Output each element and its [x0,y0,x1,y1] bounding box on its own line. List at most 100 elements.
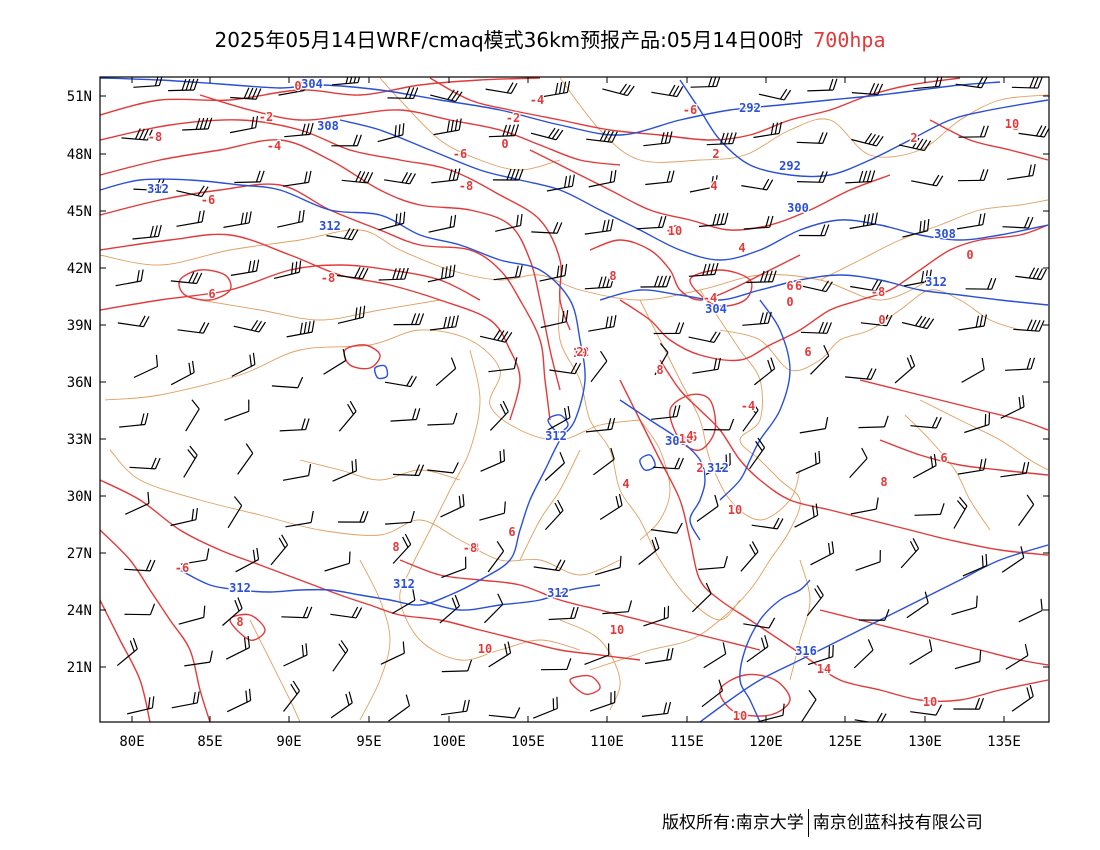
height-label: 292 [779,159,801,173]
lat-label: 30N [67,489,92,505]
temperature-isotherm [619,224,1049,362]
wind-barb [229,116,259,134]
wind-barb [957,213,986,230]
temperature-label: 14 [817,662,831,676]
wind-barb [643,605,670,627]
wind-barb [954,649,982,670]
wind-barb [230,87,262,100]
wind-barb [1005,357,1036,371]
wind-barb [1007,163,1036,180]
wind-barb [487,541,505,573]
wind-barb [740,541,759,572]
wind-barb [480,449,506,472]
wind-barb [1018,494,1035,526]
wind-barb [851,83,884,96]
wind-barb [117,315,150,328]
temperature-label: -8 [321,271,335,285]
wind-barb [741,178,774,191]
height-label: 312 [925,275,947,289]
temperature-label: 0 [878,313,885,327]
wind-barb [546,174,575,192]
wind-barb [801,689,817,722]
wind-barb [392,588,416,614]
wind-barb [180,548,210,565]
lat-label: 33N [67,432,92,448]
wind-barb [330,691,353,719]
wind-barb [184,650,213,667]
wind-barb [955,77,988,89]
wind-barb [133,77,164,88]
temperature-label: -8 [871,285,885,299]
wind-barb [226,688,252,713]
wind-barb [810,344,830,375]
wind-barb [129,457,161,470]
wind-barb [540,658,572,671]
height-label: 292 [739,101,761,115]
wind-barb [691,582,712,613]
height-label: 312 [547,586,569,600]
lat-label: 27N [67,546,92,562]
lat-label: 51N [67,89,92,105]
wind-barb [185,399,200,432]
lon-label: 115E [670,734,704,750]
wind-barb [427,462,459,474]
boundary-line [558,289,741,621]
height-label: 316 [795,644,817,658]
height-contour [619,399,706,541]
wind-barb [124,559,156,572]
wind-barb [278,78,307,96]
wind-barb [233,320,266,333]
temperature-label: 10 [478,642,492,656]
wind-barb [589,690,616,712]
lat-label: 48N [67,147,92,163]
wind-barb [798,224,830,237]
wind-barb [377,123,405,143]
wind-barb [643,131,673,147]
wind-barb [223,211,252,228]
wind-barb [914,503,945,516]
wind-barb [800,321,832,334]
wind-barb [273,260,302,279]
temperature-label: 10 [1005,117,1019,131]
wind-barb [858,609,890,621]
wind-barb [281,606,313,619]
height-contour [373,364,389,380]
lon-label: 80E [119,734,144,750]
axis-ticks [100,77,1049,722]
temperature-label: -6 [201,193,215,207]
wind-barb [638,536,660,565]
wind-barb [332,77,362,86]
wind-barb [271,376,304,389]
wind-barb [270,534,289,566]
temperature-label: 2 [696,461,703,475]
wind-barb [746,635,769,663]
wind-barb [428,214,457,233]
wind-barb [698,212,729,228]
wind-barb [902,219,930,238]
temperature-label: 10 [728,503,742,517]
province-boundaries [100,77,1049,722]
wind-barb [849,447,868,479]
wind-barb [234,170,265,184]
boundary-line [819,199,1049,281]
wind-barb [1011,77,1043,89]
wind-barb [125,491,150,515]
lon-label: 95E [356,734,381,750]
temperature-label: -6 [788,279,802,293]
temperature-label: 4 [622,477,629,491]
temperature-label: -2 [259,110,273,124]
wind-barb [962,553,988,577]
temperature-isotherm [659,359,1049,556]
wind-barb [237,443,254,475]
wind-barb [807,78,838,92]
height-label: 304 [705,302,727,316]
wind-barb [758,88,792,101]
temperature-isotherm [569,674,601,695]
wind-barb [906,591,929,619]
height-contour [739,579,811,722]
wind-barb [285,510,314,528]
wind-barb [224,399,250,421]
wind-barb [958,314,987,331]
temperature-isotherm [100,139,561,391]
temperature-isotherm [343,344,381,370]
